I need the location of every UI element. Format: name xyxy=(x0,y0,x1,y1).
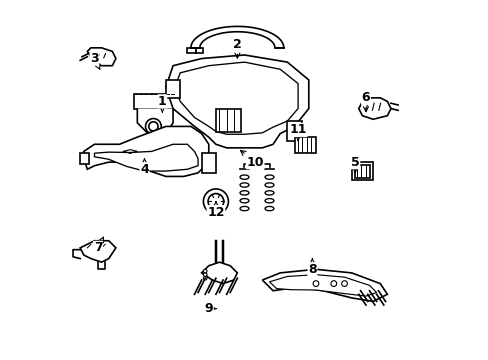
Bar xyxy=(80,153,89,164)
Polygon shape xyxy=(175,62,298,134)
Circle shape xyxy=(341,281,346,287)
Bar xyxy=(294,137,315,153)
Circle shape xyxy=(203,269,206,273)
Bar xyxy=(287,121,301,141)
Text: 3: 3 xyxy=(90,52,100,69)
Circle shape xyxy=(203,273,206,276)
Ellipse shape xyxy=(264,206,273,211)
Ellipse shape xyxy=(264,175,273,179)
Circle shape xyxy=(207,194,224,209)
Text: 7: 7 xyxy=(94,237,103,255)
Ellipse shape xyxy=(240,206,248,211)
Circle shape xyxy=(148,122,158,131)
Circle shape xyxy=(203,276,206,280)
Polygon shape xyxy=(137,109,173,134)
Bar xyxy=(354,165,369,178)
Bar xyxy=(201,153,216,173)
FancyBboxPatch shape xyxy=(134,94,176,109)
Bar xyxy=(196,48,203,53)
Ellipse shape xyxy=(264,183,273,187)
Text: 10: 10 xyxy=(240,150,264,168)
Text: 1: 1 xyxy=(158,95,166,112)
Polygon shape xyxy=(269,275,376,296)
Text: 4: 4 xyxy=(140,159,148,176)
Polygon shape xyxy=(94,144,198,171)
Ellipse shape xyxy=(240,183,248,187)
Text: 6: 6 xyxy=(361,91,369,112)
Text: 12: 12 xyxy=(207,202,224,219)
Ellipse shape xyxy=(264,191,273,195)
Ellipse shape xyxy=(264,199,273,203)
Polygon shape xyxy=(80,241,116,262)
Ellipse shape xyxy=(240,175,248,179)
Polygon shape xyxy=(83,126,208,176)
Circle shape xyxy=(330,281,336,287)
Circle shape xyxy=(203,189,228,214)
Bar xyxy=(186,48,195,53)
Text: 2: 2 xyxy=(232,38,241,58)
Circle shape xyxy=(145,118,161,134)
Ellipse shape xyxy=(240,199,248,203)
Bar xyxy=(165,80,180,98)
Polygon shape xyxy=(87,48,116,66)
Text: 8: 8 xyxy=(307,259,316,276)
Polygon shape xyxy=(358,98,390,119)
Polygon shape xyxy=(165,55,308,148)
Polygon shape xyxy=(201,262,237,284)
Text: 9: 9 xyxy=(204,302,216,315)
Bar xyxy=(351,162,372,180)
Circle shape xyxy=(312,281,318,287)
Ellipse shape xyxy=(240,191,248,195)
Text: 5: 5 xyxy=(350,156,359,172)
Text: 11: 11 xyxy=(289,123,306,140)
Bar xyxy=(216,109,241,132)
Polygon shape xyxy=(262,269,386,301)
